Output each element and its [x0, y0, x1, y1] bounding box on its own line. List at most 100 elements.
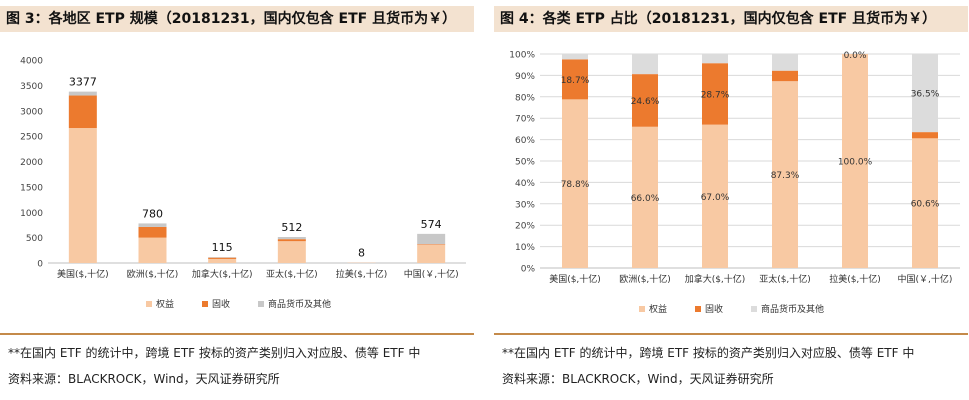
bar-segment: [912, 138, 938, 268]
x-tick-label: 亚太($,十亿): [759, 273, 811, 285]
y-tick-label: 1500: [20, 183, 43, 193]
legend-swatch: [258, 301, 264, 307]
x-tick-label: 加拿大($,十亿): [685, 273, 746, 285]
divider: [494, 333, 968, 335]
data-label: 66.0%: [631, 194, 660, 204]
bar-segment: [772, 70, 798, 82]
bar-segment: [417, 244, 446, 245]
legend-swatch: [639, 306, 645, 312]
chart-note: **在国内 ETF 的统计中，跨境 ETF 按标的资产类别归入对应股、债等 ET…: [8, 346, 421, 360]
bar-segment: [417, 244, 446, 263]
y-tick-label: 70%: [515, 115, 535, 125]
x-tick-label: 中国(￥,十亿): [898, 273, 953, 285]
bar-segment: [138, 226, 167, 238]
x-tick-label: 拉美($,十亿): [336, 268, 388, 280]
bar-segment: [417, 233, 446, 245]
bar-segment: [562, 59, 588, 100]
chart-share-svg: 0% 10% 20% 30% 40% 50% 60% 70% 80% 90% 100% 78.8% 18…: [509, 51, 960, 315]
x-tick-label: 欧洲($,十亿): [127, 268, 179, 280]
chart-source: 资料来源：BLACKROCK，Wind，天风证券研究所: [502, 372, 774, 386]
x-tick-label: 拉美($,十亿): [829, 273, 881, 285]
bar-segment: [138, 237, 167, 263]
data-label: 24.6%: [631, 97, 660, 107]
y-tick-label: 4000: [20, 57, 43, 67]
chart-source: 资料来源：BLACKROCK，Wind，天风证券研究所: [8, 372, 280, 386]
y-tick-label: 500: [26, 234, 43, 244]
bar-segment: [208, 257, 237, 259]
legend-label: 固收: [705, 303, 723, 315]
data-label: 87.3%: [771, 171, 800, 181]
x-tick-label: 美国($,十亿): [549, 273, 601, 285]
legend-label: 商品货币及其他: [761, 303, 824, 315]
legend-label: 权益: [649, 303, 667, 315]
bar-segment: [912, 54, 938, 133]
bar-segment: [632, 126, 658, 268]
bar-segment: [632, 74, 658, 127]
x-tick-label: 美国($,十亿): [57, 268, 109, 280]
chart-panel-scale: 图 3：各地区 ETP 规模（20181231，国内仅包含 ETF 且货币为￥）…: [0, 0, 474, 400]
legend-swatch: [695, 306, 701, 312]
bar-segment: [208, 257, 237, 258]
total-label: 115: [212, 241, 233, 254]
y-tick-label: 80%: [515, 93, 535, 103]
y-tick-label: 40%: [515, 179, 535, 189]
total-label: 574: [421, 218, 442, 231]
data-label: 0.0%: [844, 51, 867, 61]
x-tick-label: 欧洲($,十亿): [619, 273, 671, 285]
bar-segment: [772, 54, 798, 71]
bar-segment: [68, 91, 97, 96]
bar-segment: [68, 128, 97, 263]
x-tick-label: 亚太($,十亿): [266, 268, 318, 280]
y-tick-label: 90%: [515, 72, 535, 82]
bar-segment: [632, 54, 658, 75]
bar-segment: [277, 237, 306, 240]
chart-scale-svg: 0 500 1000 1500 2000 2500 3000 3500 4000 3377 美国($…: [20, 57, 466, 310]
bar-segment: [277, 241, 306, 263]
bar-segment: [562, 54, 588, 60]
data-label: 78.8%: [561, 180, 590, 190]
chart-panel-share: 图 4：各类 ETP 占比（20181231，国内仅包含 ETF 且货币为￥） …: [494, 0, 968, 400]
total-label: 512: [281, 221, 302, 234]
chart-note: **在国内 ETF 的统计中，跨境 ETF 按标的资产类别归入对应股、债等 ET…: [502, 346, 915, 360]
total-label: 780: [142, 207, 163, 220]
bar-segment: [702, 54, 728, 64]
chart-title-share: 图 4：各类 ETP 占比（20181231，国内仅包含 ETF 且货币为￥）: [494, 6, 968, 32]
y-tick-label: 2500: [20, 133, 43, 143]
data-label: 100.0%: [838, 158, 873, 168]
total-label: 8: [358, 247, 365, 260]
data-label: 28.7%: [701, 90, 730, 100]
y-tick-label: 60%: [515, 136, 535, 146]
y-tick-label: 50%: [515, 158, 535, 168]
legend-swatch: [751, 306, 757, 312]
y-tick-label: 30%: [515, 200, 535, 210]
bar-segment: [702, 63, 728, 125]
data-label: 18.7%: [561, 76, 590, 86]
data-label: 36.5%: [911, 90, 940, 100]
legend-label: 固收: [212, 298, 230, 310]
bar-segment: [138, 223, 167, 227]
bar-segment: [562, 99, 588, 268]
total-label: 3377: [69, 76, 97, 89]
bar-segment: [912, 132, 938, 139]
legend-swatch: [146, 301, 152, 307]
y-tick-label: 1000: [20, 209, 43, 219]
bar-segment: [772, 81, 798, 268]
bar-segment: [277, 239, 306, 242]
x-tick-label: 中国(￥,十亿): [404, 268, 459, 280]
y-tick-label: 3500: [20, 82, 43, 92]
y-tick-label: 100%: [509, 51, 535, 61]
data-label: 67.0%: [701, 193, 730, 203]
legend-swatch: [202, 301, 208, 307]
y-tick-label: 3000: [20, 107, 43, 117]
y-tick-label: 20%: [515, 222, 535, 232]
chart-title-scale: 图 3：各地区 ETP 规模（20181231，国内仅包含 ETF 且货币为￥）: [0, 6, 474, 32]
bar-segment: [208, 258, 237, 263]
y-tick-label: 0: [37, 260, 43, 270]
y-tick-label: 10%: [515, 243, 535, 253]
bar-segment: [702, 124, 728, 269]
y-tick-label: 2000: [20, 158, 43, 168]
data-label: 60.6%: [911, 200, 940, 210]
bar-segment: [842, 54, 868, 268]
bar-segment: [68, 95, 97, 129]
legend-label: 商品货币及其他: [268, 298, 331, 310]
